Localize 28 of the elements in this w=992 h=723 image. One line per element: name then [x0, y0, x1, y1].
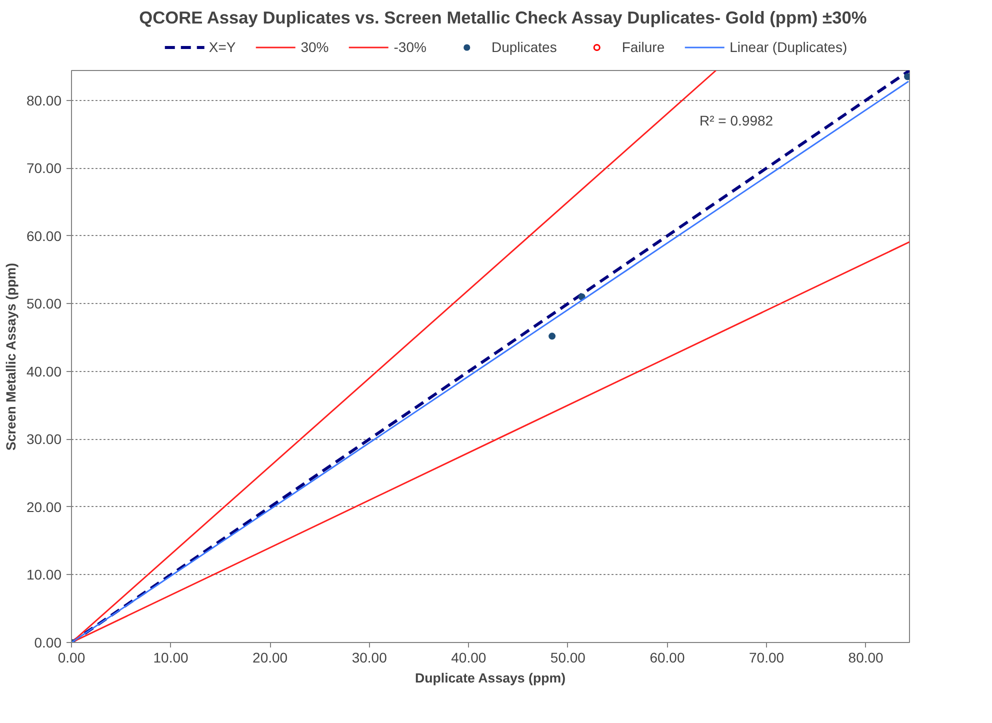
x-tick-label: 40.00	[451, 650, 486, 666]
x-tick-label: 20.00	[252, 650, 288, 666]
legend-label: 30%	[300, 39, 329, 55]
x-tick-label: 60.00	[650, 650, 685, 666]
y-tick-label: 50.00	[26, 296, 62, 312]
legend-label: X=Y	[208, 39, 236, 55]
x-tick-label: 30.00	[352, 650, 388, 666]
legend-label: Failure	[622, 39, 665, 55]
y-tick-label: 0.00	[34, 634, 62, 650]
y-tick-label: 30.00	[26, 431, 62, 448]
x-tick-label: 70.00	[749, 650, 784, 666]
y-tick-label: 80.00	[26, 92, 62, 108]
y-tick-label: 70.00	[26, 160, 62, 176]
legend-label: Duplicates	[491, 39, 557, 55]
y-tick-label: 40.00	[26, 363, 62, 380]
annotation: R² = 0.9982	[700, 112, 774, 128]
x-tick-label: 0.00	[58, 650, 86, 666]
chart-title: QCORE Assay Duplicates vs. Screen Metallic Check Assay Duplicates- Gold (ppm) ±30%	[139, 8, 867, 28]
y-tick-label: 10.00	[26, 566, 62, 583]
x-axis-title: Duplicate Assays (ppm)	[414, 670, 566, 686]
y-tick-label: 60.00	[26, 228, 62, 244]
x-tick-label: 10.00	[153, 650, 189, 666]
y-axis-title: Screen Metallic Assays (ppm)	[3, 262, 18, 451]
legend-label: Linear (Duplicates)	[730, 39, 848, 55]
x-tick-label: 50.00	[550, 650, 586, 666]
y-tick-label: 20.00	[26, 498, 62, 515]
legend-label: -30%	[394, 39, 426, 55]
x-tick-label: 80.00	[848, 650, 884, 666]
